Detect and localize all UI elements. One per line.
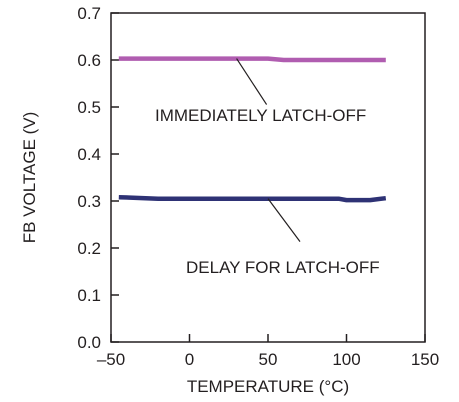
- annotations: IMMEDIATELY LATCH-OFF DELAY FOR LATCH-OFF: [152, 58, 425, 281]
- annotation-leader-line: [236, 58, 268, 105]
- x-tick-label: –50: [97, 350, 125, 369]
- annotation-backdrop: [183, 253, 425, 281]
- x-tick-labels: –50 0 50 100 150: [97, 350, 439, 369]
- annotation-label: DELAY FOR LATCH-OFF: [186, 258, 380, 277]
- series-lines: [118, 56, 387, 203]
- annotation-label: IMMEDIATELY LATCH-OFF: [155, 106, 366, 125]
- x-tick-label: 0: [185, 350, 194, 369]
- y-tick-marks: [111, 12, 119, 343]
- y-tick-label: 0.0: [77, 333, 101, 352]
- plot-area-frame: [110, 12, 426, 343]
- y-tick-label: 0.4: [77, 145, 101, 164]
- annotation-leader-line: [267, 198, 301, 243]
- annotation-backdrop: [152, 101, 417, 129]
- series-line-2: [118, 194, 387, 203]
- y-tick-label: 0.6: [77, 51, 101, 70]
- y-tick-label: 0.7: [77, 4, 101, 23]
- x-tick-label: 150: [411, 350, 439, 369]
- y-axis-title: FB VOLTAGE (V): [20, 112, 39, 244]
- y-tick-label: 0.1: [77, 286, 101, 305]
- x-tick-label: 100: [332, 350, 360, 369]
- x-axis-title: TEMPERATURE (°C): [187, 377, 349, 396]
- x-tick-label: 50: [259, 350, 278, 369]
- x-tick-marks: [110, 334, 426, 342]
- y-tick-label: 0.5: [77, 98, 101, 117]
- series-line-1: [118, 56, 386, 63]
- y-tick-label: 0.2: [77, 239, 101, 258]
- y-tick-labels: 0.0 0.1 0.2 0.3 0.4 0.5 0.6 0.7: [77, 4, 101, 352]
- y-tick-label: 0.3: [77, 192, 101, 211]
